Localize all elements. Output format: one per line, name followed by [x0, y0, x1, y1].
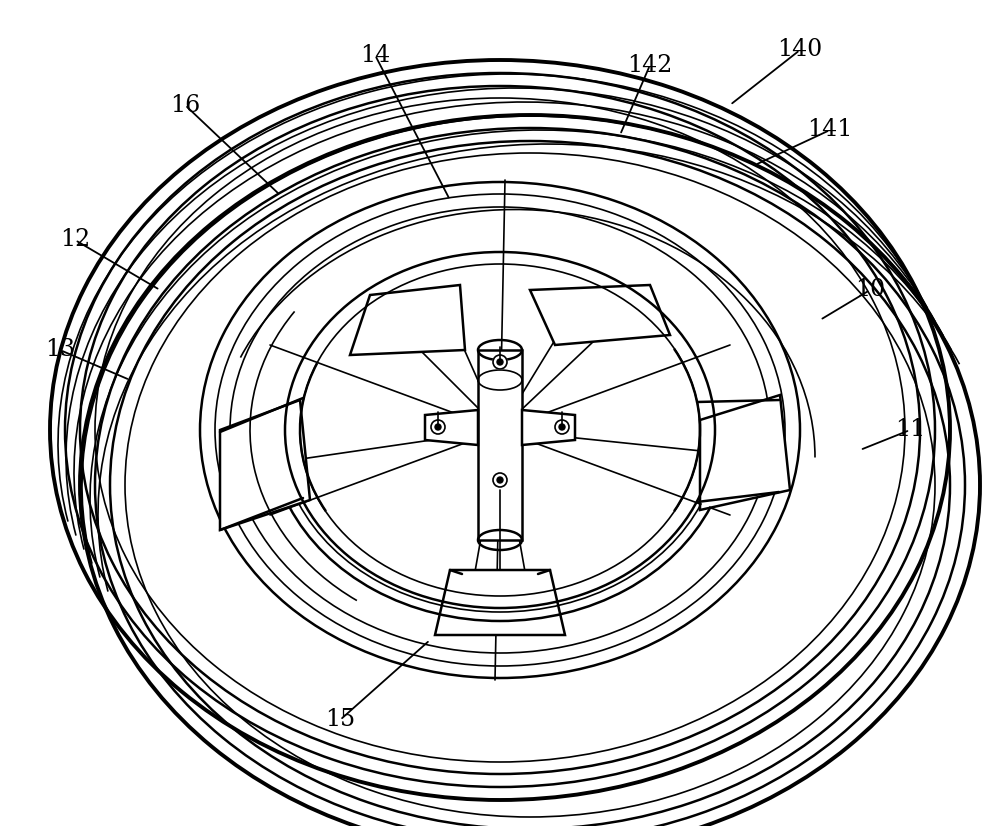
Text: 141: 141	[807, 118, 853, 141]
Circle shape	[493, 355, 507, 369]
Text: 12: 12	[60, 229, 90, 251]
Polygon shape	[350, 285, 465, 355]
Circle shape	[555, 420, 569, 434]
Text: 11: 11	[895, 419, 925, 442]
Polygon shape	[530, 285, 670, 345]
Polygon shape	[435, 570, 565, 635]
Text: 16: 16	[170, 93, 200, 116]
Circle shape	[497, 359, 503, 365]
Circle shape	[559, 424, 565, 430]
Text: 14: 14	[360, 44, 390, 67]
Text: 15: 15	[325, 709, 355, 732]
Circle shape	[435, 424, 441, 430]
Text: 13: 13	[45, 339, 75, 362]
Text: 142: 142	[627, 54, 673, 77]
Polygon shape	[700, 395, 790, 510]
Text: 140: 140	[777, 39, 823, 61]
Polygon shape	[478, 350, 522, 540]
Polygon shape	[522, 410, 575, 445]
Circle shape	[493, 473, 507, 487]
Circle shape	[431, 420, 445, 434]
Circle shape	[497, 477, 503, 483]
Text: 10: 10	[855, 278, 885, 301]
Polygon shape	[220, 400, 310, 530]
Polygon shape	[425, 410, 478, 445]
